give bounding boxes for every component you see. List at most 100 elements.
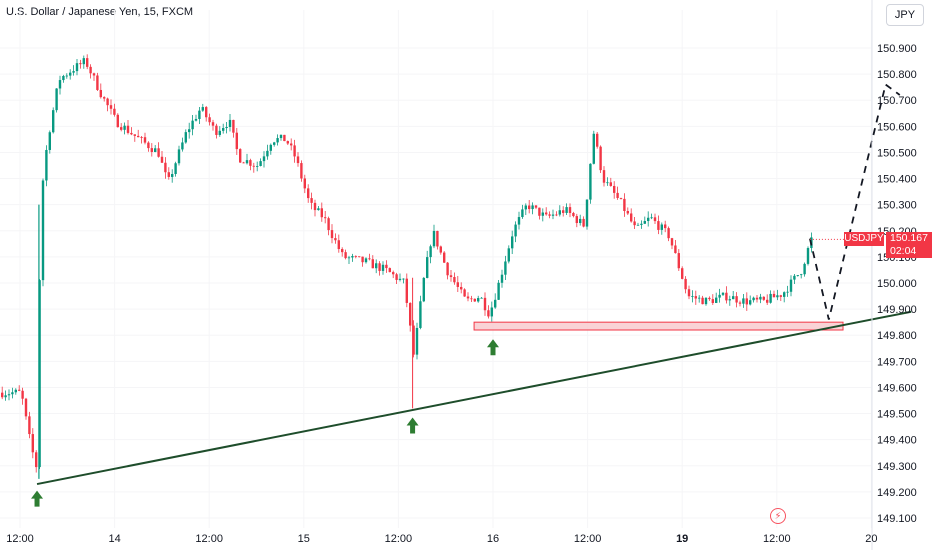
candle-body bbox=[279, 134, 283, 139]
candle-body bbox=[215, 125, 218, 135]
candle-body bbox=[545, 212, 548, 215]
candle-body bbox=[664, 224, 667, 229]
candle-body bbox=[337, 240, 340, 250]
candle-body bbox=[589, 163, 592, 200]
candle-body bbox=[72, 71, 75, 73]
candle-body bbox=[249, 160, 252, 166]
candle-body bbox=[28, 416, 31, 435]
candle-body bbox=[7, 394, 11, 396]
candle-body bbox=[276, 138, 279, 143]
price-tick-label: 149.300 bbox=[877, 461, 917, 473]
candle-body bbox=[256, 166, 259, 167]
candle-body bbox=[262, 156, 266, 162]
candle-body bbox=[303, 178, 306, 189]
time-tick-label: 20 bbox=[865, 533, 877, 545]
candle-body bbox=[565, 207, 568, 213]
candle-body bbox=[368, 258, 371, 260]
candle-body bbox=[324, 217, 327, 219]
candle-body bbox=[45, 149, 48, 181]
candle-body bbox=[521, 209, 524, 218]
candle-body bbox=[738, 302, 742, 304]
candle-body bbox=[96, 75, 99, 90]
candle-body bbox=[470, 298, 473, 300]
candle-body bbox=[480, 297, 483, 299]
candle-body bbox=[41, 180, 45, 281]
candle-body bbox=[48, 132, 51, 150]
candle-body bbox=[691, 296, 694, 297]
candle-body bbox=[99, 89, 102, 98]
currency-button[interactable]: JPY bbox=[886, 4, 924, 26]
candle-body bbox=[647, 217, 650, 222]
candle-body bbox=[497, 282, 500, 300]
candle-body bbox=[409, 302, 412, 326]
candle-body bbox=[381, 264, 385, 271]
candle-body bbox=[759, 296, 762, 300]
candle-body bbox=[555, 214, 558, 216]
candle-body bbox=[687, 289, 691, 297]
candle-body bbox=[65, 75, 68, 77]
candle-body bbox=[334, 238, 337, 241]
candle-body bbox=[483, 297, 487, 311]
candle-body bbox=[296, 156, 300, 164]
candle-body bbox=[752, 297, 755, 301]
candle-body bbox=[531, 205, 534, 210]
candle-body bbox=[507, 248, 510, 262]
candle-body bbox=[86, 58, 89, 67]
candle-body bbox=[361, 256, 364, 263]
projection-path bbox=[809, 83, 901, 320]
candle-body bbox=[460, 286, 463, 290]
candle-body bbox=[432, 230, 436, 247]
candle-body bbox=[4, 395, 7, 398]
candle-body bbox=[698, 297, 701, 299]
candle-body bbox=[766, 299, 769, 303]
candle-body bbox=[35, 452, 38, 468]
price-tick-label: 149.200 bbox=[877, 487, 917, 499]
candle-body bbox=[579, 218, 582, 224]
candle-body bbox=[242, 162, 245, 164]
candle-body bbox=[800, 274, 803, 276]
lightning-icon[interactable]: ⚡ bbox=[770, 508, 786, 524]
candle-body bbox=[606, 182, 609, 184]
price-tick-label: 150.300 bbox=[877, 200, 917, 212]
candle-body bbox=[541, 212, 544, 216]
price-tick-label: 150.000 bbox=[877, 278, 917, 290]
time-tick-label: 14 bbox=[108, 533, 120, 545]
candle-body bbox=[317, 208, 320, 211]
time-tick-label: 15 bbox=[298, 533, 310, 545]
price-tick-label: 149.600 bbox=[877, 382, 917, 394]
candle-body bbox=[378, 263, 381, 271]
candle-body bbox=[732, 296, 735, 300]
candle-body bbox=[749, 300, 752, 305]
candle-body bbox=[259, 161, 262, 167]
candle-body bbox=[364, 258, 368, 263]
candle-body bbox=[426, 257, 429, 278]
candle-body bbox=[143, 137, 147, 143]
candle-body bbox=[344, 252, 347, 259]
candle-body bbox=[793, 275, 796, 280]
time-tick-label: 12:00 bbox=[763, 533, 791, 545]
candle-body bbox=[490, 307, 493, 317]
candle-body bbox=[58, 80, 62, 89]
candle-body bbox=[198, 110, 201, 119]
candle-body bbox=[422, 277, 425, 302]
candle-body bbox=[463, 289, 466, 297]
candle-body bbox=[449, 275, 453, 278]
candle-body bbox=[133, 134, 136, 136]
candle-body bbox=[439, 246, 442, 253]
candle-body bbox=[79, 63, 82, 65]
candle-body bbox=[55, 88, 58, 111]
candle-body bbox=[290, 143, 293, 146]
up-arrow-icon bbox=[487, 339, 499, 356]
candle-body bbox=[21, 390, 24, 399]
candle-body bbox=[307, 188, 310, 199]
candle-body bbox=[228, 119, 232, 127]
candle-body bbox=[177, 149, 181, 164]
candle-body bbox=[670, 238, 674, 246]
time-axis: 12:00 14 12:00 15 12:00 16 12:00 19 12:00 20 bbox=[6, 533, 877, 545]
candle-body bbox=[341, 249, 344, 253]
candle-body bbox=[776, 295, 779, 298]
candle-body bbox=[769, 293, 772, 303]
candle-body bbox=[626, 211, 629, 214]
candle-body bbox=[62, 75, 65, 81]
